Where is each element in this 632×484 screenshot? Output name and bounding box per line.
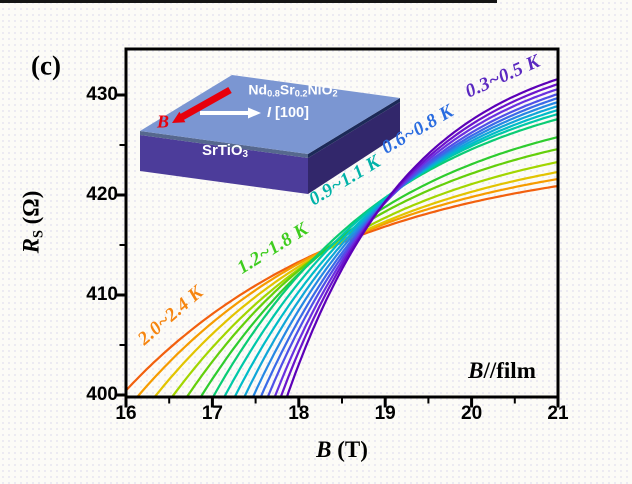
y-tick-label: 400 bbox=[86, 384, 118, 405]
axis-ticks bbox=[115, 93, 560, 408]
x-tick-label: 16 bbox=[115, 403, 137, 424]
curve-1.1K bbox=[223, 113, 557, 396]
plot-frame bbox=[124, 47, 560, 399]
y-tick-label: 410 bbox=[86, 284, 118, 305]
curves-group bbox=[127, 78, 557, 396]
inset-substrate-front-face bbox=[140, 135, 308, 194]
curve-0.7K bbox=[260, 97, 557, 396]
curve-0.5K bbox=[274, 88, 557, 396]
curve-1.6K bbox=[186, 148, 557, 396]
x-axis-variable: B bbox=[316, 437, 332, 462]
x-tick-label: 17 bbox=[201, 403, 223, 424]
x-tick-label: 18 bbox=[288, 403, 310, 424]
y-axis-units: (Ω) bbox=[18, 190, 44, 231]
magnetic-field-arrow bbox=[180, 86, 232, 121]
inset-film-side-edge bbox=[308, 98, 400, 158]
inset-sample-schematic bbox=[140, 75, 400, 194]
current-arrowhead bbox=[248, 107, 261, 119]
inset-substrate-label: SrTiO3 bbox=[201, 141, 249, 161]
field-orientation-text: //film bbox=[483, 358, 536, 383]
figure-crop-border bbox=[0, 0, 497, 3]
curve-0.4K bbox=[280, 83, 557, 396]
magnetic-field-arrowhead bbox=[172, 111, 186, 123]
inset-film-top-face bbox=[140, 75, 400, 154]
curve-1.2K bbox=[212, 118, 557, 396]
field-orientation-variable: B bbox=[468, 358, 484, 383]
y-tick-label: 430 bbox=[86, 84, 118, 105]
inset-substrate-side-face bbox=[308, 102, 400, 194]
x-tick-label: 19 bbox=[374, 403, 396, 424]
y-axis-subscript: S bbox=[30, 230, 47, 239]
y-axis-variable: R bbox=[18, 238, 44, 254]
x-tick-label: 20 bbox=[461, 403, 483, 424]
field-orientation-annotation: B//film bbox=[468, 358, 536, 384]
x-axis-units: (T) bbox=[331, 437, 368, 462]
curve-1.0K bbox=[234, 109, 557, 396]
x-tick-label: 21 bbox=[547, 403, 569, 424]
inset-film-label: Nd0.8Sr0.2NiO2 bbox=[248, 81, 338, 99]
y-axis-title: RS (Ω) bbox=[19, 191, 48, 254]
curve-0.6K bbox=[267, 93, 557, 396]
panel-label: (c) bbox=[31, 50, 61, 81]
x-axis-title: B (T) bbox=[316, 437, 368, 463]
inset-film-front-edge bbox=[140, 131, 308, 158]
curve-0.9K bbox=[243, 105, 557, 396]
inset-field-label: B bbox=[156, 111, 170, 132]
curve-0.8K bbox=[252, 101, 557, 396]
curve-0.3K bbox=[286, 78, 557, 396]
inset-current-label: I [100] bbox=[267, 105, 309, 121]
y-tick-label: 420 bbox=[86, 184, 118, 205]
